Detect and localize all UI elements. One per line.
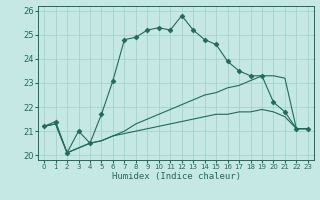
X-axis label: Humidex (Indice chaleur): Humidex (Indice chaleur) — [111, 172, 241, 181]
